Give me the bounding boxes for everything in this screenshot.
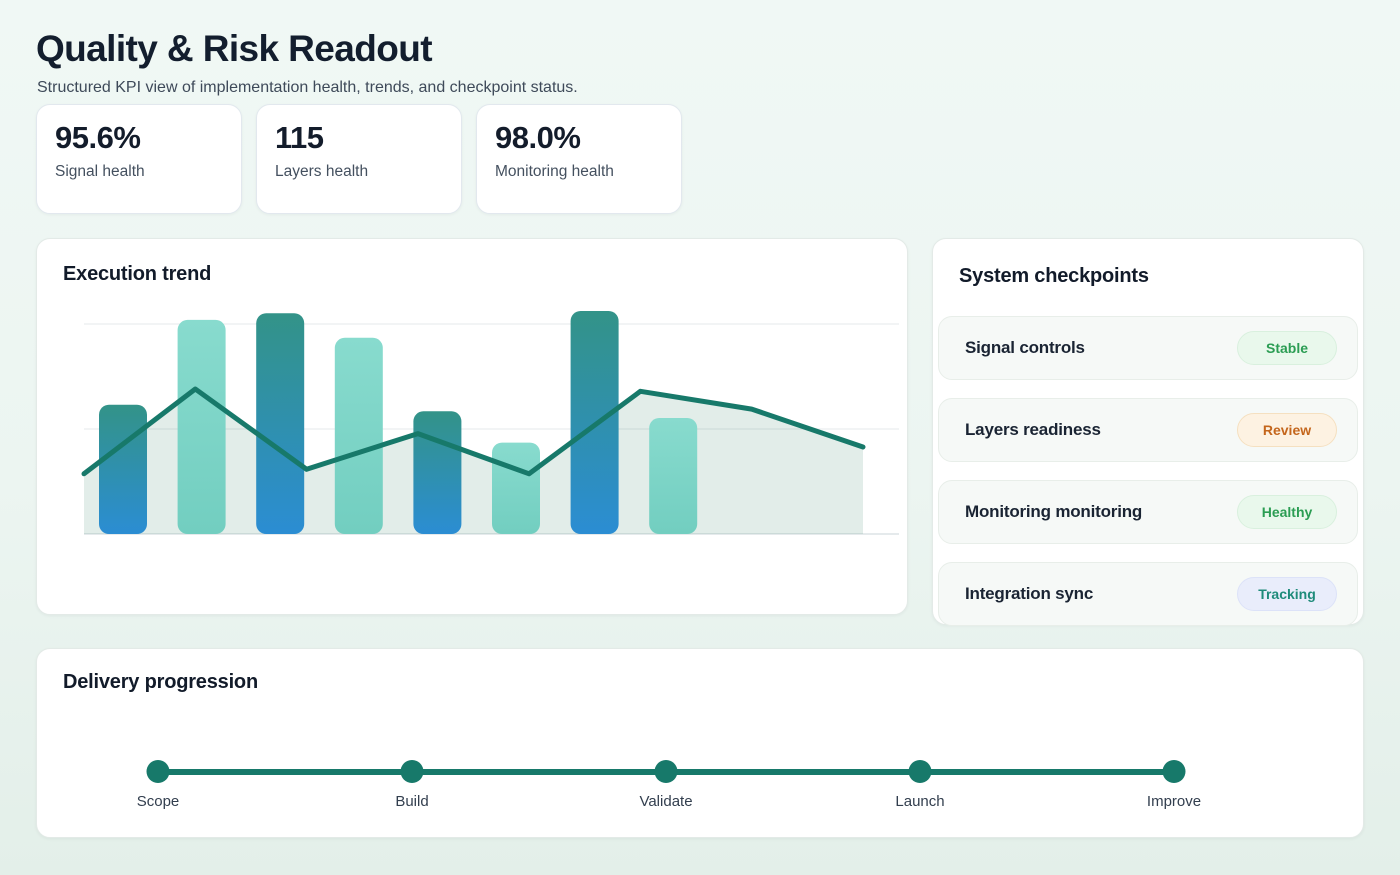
kpi-card-layers-health: 115 Layers health — [256, 104, 462, 214]
checkpoint-label: Integration sync — [965, 584, 1094, 603]
page-title: Quality & Risk Readout — [36, 28, 433, 69]
milestone-label: Improve — [1146, 793, 1202, 810]
milestone-label: Scope — [136, 793, 180, 810]
milestone-dot-scope — [146, 760, 170, 783]
kpi-row: 95.6% Signal health 115 Layers health 98… — [36, 104, 682, 214]
checkpoint-row: Layers readiness Review — [938, 398, 1358, 462]
milestone-dot-improve — [1162, 760, 1186, 783]
kpi-card-signal-health: 95.6% Signal health — [36, 104, 242, 214]
checkpoint-row: Signal controls Stable — [938, 316, 1358, 380]
system-checkpoints-title: System checkpoints — [959, 265, 1149, 287]
milestone-label: Validate — [639, 793, 693, 810]
checkpoint-label: Signal controls — [965, 338, 1085, 357]
kpi-value: 95.6% — [55, 120, 141, 155]
milestone-label: Launch — [895, 793, 945, 810]
checkpoint-row: Monitoring monitoring Healthy — [938, 480, 1358, 544]
status-badge: Review — [1237, 413, 1337, 447]
execution-trend-title: Execution trend — [63, 263, 212, 285]
delivery-progression-title: Delivery progression — [63, 671, 258, 693]
checkpoint-label: Monitoring monitoring — [965, 502, 1143, 521]
kpi-label: Layers health — [275, 163, 369, 180]
status-badge: Tracking — [1237, 577, 1337, 611]
execution-trend-chart — [81, 311, 899, 535]
milestone-dot-launch — [908, 760, 932, 783]
milestone-dot-validate — [654, 760, 678, 783]
system-checkpoints-card: System checkpoints Signal controls Stable… — [932, 238, 1364, 626]
checkpoint-label: Layers readiness — [965, 420, 1101, 439]
kpi-card-monitoring-health: 98.0% Monitoring health — [476, 104, 682, 214]
milestone-label: Build — [395, 793, 429, 810]
kpi-label: Monitoring health — [495, 163, 614, 180]
checkpoint-list: Signal controls Stable Layers readiness Rev… — [938, 316, 1358, 626]
page-subtitle: Structured KPI view of implementation he… — [37, 79, 578, 96]
checkpoint-row: Integration sync Tracking — [938, 562, 1358, 626]
kpi-value: 115 — [275, 120, 324, 155]
execution-trend-card: Execution trend — [36, 238, 908, 615]
status-badge: Stable — [1237, 331, 1337, 365]
kpi-value: 98.0% — [495, 120, 581, 155]
status-badge: Healthy — [1237, 495, 1337, 529]
kpi-label: Signal health — [55, 163, 145, 180]
delivery-progression-card: Delivery progression Scope Build Validate L… — [36, 648, 1364, 838]
milestone-dot-build — [400, 760, 424, 783]
